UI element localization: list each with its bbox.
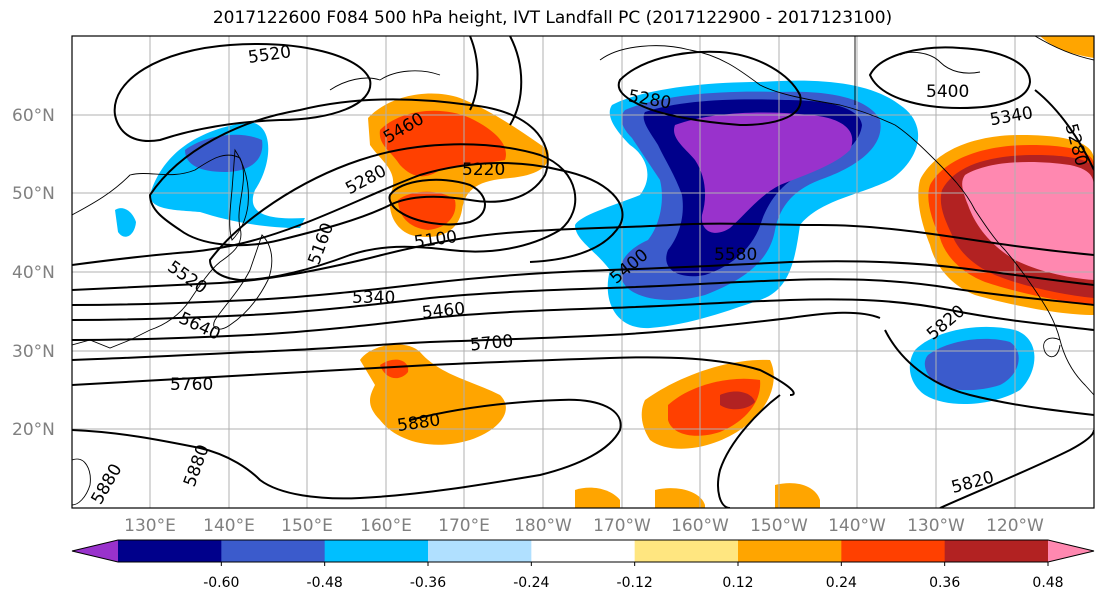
lon-label: 140°E (203, 516, 255, 536)
contour-label: 5460 (421, 299, 466, 323)
colorbar-segment (324, 540, 429, 562)
colorbar-tick-label: -0.12 (617, 575, 653, 591)
colorbar-segment (221, 540, 326, 562)
contour-label: 5580 (714, 245, 757, 265)
colorbar-outline (71, 539, 1095, 563)
colorbar-tick-label: -0.36 (410, 575, 446, 591)
colorbar-tick-label: -0.24 (513, 575, 549, 591)
colorbar-segment (738, 540, 842, 562)
latitude-labels: 60°N 50°N 40°N 30°N 20°N (12, 106, 55, 440)
colorbar-tick-label: 0.12 (722, 575, 753, 591)
lon-label: 170°W (593, 516, 651, 536)
lon-label: 150°W (750, 516, 808, 536)
lon-label: 140°W (828, 516, 886, 536)
lon-label: 180°W (514, 516, 572, 536)
map-border (71, 35, 1095, 509)
contour-label: 5400 (926, 82, 969, 102)
height-contours (72, 36, 1094, 508)
colorbar-segment (531, 540, 636, 562)
colorbar-extend-high (1048, 540, 1094, 562)
colorbar-segment (634, 540, 739, 562)
lon-label: 130°E (124, 516, 176, 536)
lat-label: 60°N (12, 106, 55, 126)
lon-label: 160°W (671, 516, 729, 536)
lon-label: 120°W (986, 516, 1044, 536)
lat-label: 20°N (12, 420, 55, 440)
longitude-labels: 130°E 140°E 150°E 160°E 170°E 180°W 170°… (124, 516, 1044, 536)
colorbar-segment (118, 540, 222, 562)
colorbar-tick-label: -0.48 (307, 575, 343, 591)
colorbar-segment (841, 540, 946, 562)
lon-label: 150°E (281, 516, 333, 536)
contour-label: 5700 (469, 331, 514, 355)
colorbar-tick-label: 0.48 (1032, 575, 1063, 591)
colorbar: -0.60 -0.48 -0.36 -0.24 -0.12 0.12 0.24 0.36 0.4… (71, 539, 1095, 591)
ivt-shading (115, 36, 1094, 508)
colorbar-tick-label: 0.24 (826, 575, 857, 591)
lon-label: 130°W (907, 516, 965, 536)
colorbar-tick-label: -0.60 (203, 575, 239, 591)
lat-label: 30°N (12, 342, 55, 362)
coastlines (72, 36, 1094, 506)
lat-label: 50°N (12, 184, 55, 204)
lon-label: 170°E (438, 516, 490, 536)
contour-label: 5220 (462, 160, 505, 180)
map-title: 2017122600 F084 500 hPa height, IVT Land… (212, 8, 893, 28)
lat-label: 40°N (12, 263, 55, 283)
colorbar-segment (944, 540, 1049, 562)
contour-label: 5760 (170, 375, 213, 395)
colorbar-segment (428, 540, 532, 562)
contour-label: 5340 (352, 288, 395, 308)
colorbar-tick-label: 0.36 (929, 575, 960, 591)
colorbar-extend-low (72, 540, 118, 562)
lon-label: 160°E (360, 516, 412, 536)
